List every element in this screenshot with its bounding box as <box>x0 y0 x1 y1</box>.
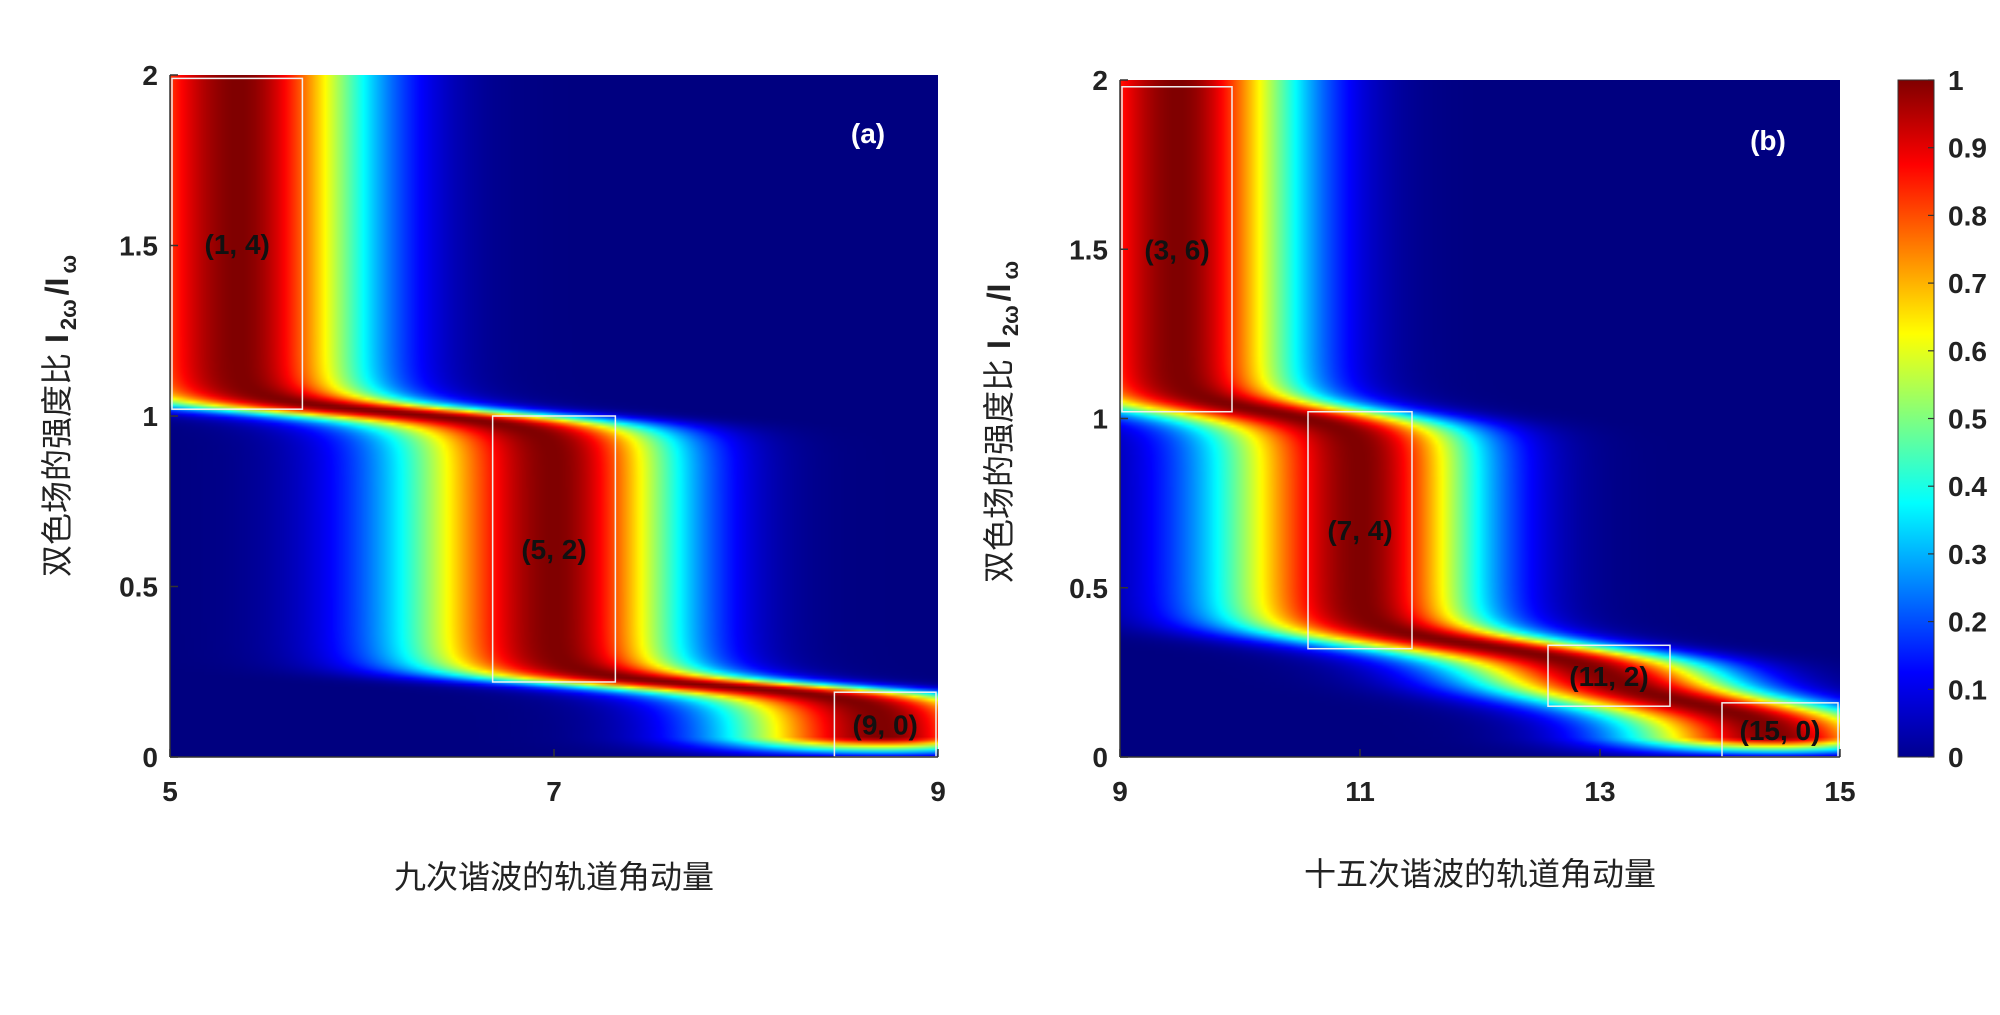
colorbar-tick-label: 0.8 <box>1948 200 1987 231</box>
colorbar-tick-label: 1 <box>1948 65 1964 96</box>
panel-a: (1, 4) (5, 2) (9, 0) 5 7 9 0 0.5 1 1.5 2 (a) 九次谐… <box>38 60 946 896</box>
annotation-box <box>171 77 304 410</box>
x-axis-label-a: 九次谐波的轨道角动量 <box>394 858 714 896</box>
colorbar-tick-label: 0.1 <box>1948 674 1987 705</box>
svg-text:双色场的强度比 I 2ω: 双色场的强度比 I 2ω /I ω <box>38 255 81 577</box>
x-ticks-b: 9 11 13 15 <box>1112 749 1856 807</box>
colorbar-tick-label: 0 <box>1948 742 1964 773</box>
x-tick-label: 9 <box>1112 776 1128 807</box>
annotation-label: (3, 6) <box>1144 234 1209 265</box>
colorbar: 0 0.1 0.2 0.3 0.4 0.5 0.6 0.7 0.8 0.9 1 <box>1897 65 1987 773</box>
y-tick-label: 2 <box>142 60 158 91</box>
x-tick-label: 7 <box>546 776 562 807</box>
y-ticks-b: 0 0.5 1 1.5 2 <box>1069 65 1128 773</box>
y-axis-label-a: 双色场的强度比 I 2ω /I ω <box>38 255 81 577</box>
y-axis-label-b-text: 双色场的强度比 <box>980 359 1018 583</box>
y-tick-label: 2 <box>1092 65 1108 96</box>
y-axis-label-a-sub1: 2ω <box>56 299 81 330</box>
annotation-label: (9, 0) <box>853 710 918 741</box>
y-axis-label-b: 双色场的强度比 I 2ω /I ω <box>980 261 1023 583</box>
colorbar-ticks: 0 0.1 0.2 0.3 0.4 0.5 0.6 0.7 0.8 0.9 1 <box>1928 65 1987 773</box>
x-axis-label-b: 十五次谐波的轨道角动量 <box>1304 855 1656 893</box>
colorbar-tick-label: 0.7 <box>1948 268 1987 299</box>
annotation-label: (7, 4) <box>1327 515 1392 546</box>
svg-text:双色场的强度比 I 2ω: 双色场的强度比 I 2ω /I ω <box>980 261 1023 583</box>
annotation-label: (1, 4) <box>205 229 270 260</box>
annotation-boxes-a: (1, 4) (5, 2) (9, 0) <box>171 77 937 758</box>
annotation-label: (5, 2) <box>521 534 586 565</box>
heatmap-b-image <box>1120 80 1840 757</box>
y-axis-label-b-sub2: ω <box>998 261 1023 280</box>
panel-b: (3, 6) (7, 4) (11, 2) (15, 0) 9 11 13 15 0 0.5 1… <box>980 65 1856 893</box>
y-axis-label-b-sub1: 2ω <box>998 305 1023 336</box>
annotation-boxes-b: (3, 6) (7, 4) (11, 2) (15, 0) <box>1121 86 1839 758</box>
colorbar-tick-label: 0.5 <box>1948 404 1987 435</box>
y-tick-label: 0 <box>1092 742 1108 773</box>
panel-label-b: (b) <box>1750 125 1786 156</box>
colorbar-tick-label: 0.9 <box>1948 133 1987 164</box>
x-tick-label: 13 <box>1584 776 1615 807</box>
y-axis-label-a-symbol: I <box>39 334 75 343</box>
x-tick-label: 15 <box>1824 776 1855 807</box>
y-tick-label: 1.5 <box>1069 234 1108 265</box>
y-axis-label-a-text: 双色场的强度比 <box>38 353 76 577</box>
x-tick-label: 11 <box>1345 776 1375 807</box>
y-tick-label: 1.5 <box>119 231 158 262</box>
y-tick-label: 0.5 <box>1069 573 1108 604</box>
y-tick-label: 1 <box>1092 404 1108 435</box>
colorbar-tick-label: 0.6 <box>1948 336 1987 367</box>
annotation-box <box>491 415 617 683</box>
y-tick-label: 1 <box>142 401 158 432</box>
y-axis-label-b-mid: /I <box>981 284 1017 302</box>
annotation-box <box>1307 410 1413 650</box>
x-ticks-a: 5 7 9 <box>162 749 946 807</box>
colorbar-tick-label: 0.4 <box>1948 471 1987 502</box>
y-tick-label: 0.5 <box>119 572 158 603</box>
x-tick-label: 9 <box>930 776 946 807</box>
panel-label-a: (a) <box>851 118 885 149</box>
colorbar-tick-label: 0.2 <box>1948 607 1987 638</box>
colorbar-tick-label: 0.3 <box>1948 539 1987 570</box>
annotation-label: (11, 2) <box>1569 661 1648 692</box>
y-axis-label-a-mid: /I <box>39 278 75 296</box>
y-ticks-a: 0 0.5 1 1.5 2 <box>119 60 178 773</box>
y-axis-label-a-sub2: ω <box>56 255 81 274</box>
y-tick-label: 0 <box>142 742 158 773</box>
y-axis-label-b-symbol: I <box>981 340 1017 349</box>
annotation-box <box>1547 644 1671 707</box>
x-tick-label: 5 <box>162 776 178 807</box>
annotation-label: (15, 0) <box>1740 715 1821 746</box>
